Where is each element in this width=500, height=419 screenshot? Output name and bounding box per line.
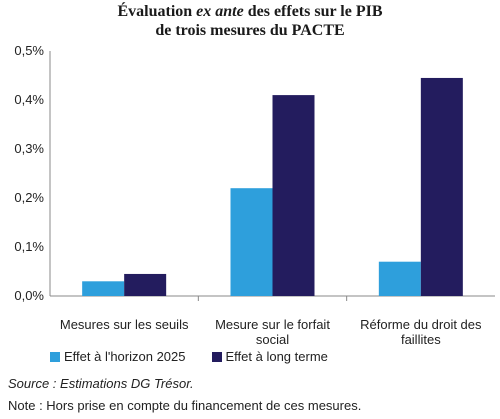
title-part1: Évaluation bbox=[117, 3, 193, 20]
x-category-label: Mesure sur le forfait bbox=[215, 317, 330, 332]
legend-label-short-term: Effet à l'horizon 2025 bbox=[64, 349, 186, 364]
bar-long-term bbox=[124, 273, 167, 296]
bar-chart: 0,0% 0,1% 0,2% 0,3% 0,4% 0,5% Mesures sur les … bbox=[14, 43, 495, 345]
title-italic: ex ante bbox=[196, 3, 244, 20]
legend-swatch-long-term bbox=[211, 351, 222, 362]
y-tick-label: 0,0% bbox=[14, 288, 44, 303]
legend-item-short-term: Effet à l'horizon 2025 bbox=[50, 349, 186, 364]
source-text: Source : Estimations DG Trésor. bbox=[8, 376, 194, 391]
y-tick-label: 0,5% bbox=[14, 43, 44, 58]
y-tick-label: 0,4% bbox=[14, 92, 44, 107]
bar-long-term bbox=[272, 95, 315, 296]
y-tick-label: 0,2% bbox=[14, 190, 44, 205]
legend-item-long-term: Effet à long terme bbox=[211, 349, 328, 364]
x-category-label: social bbox=[256, 332, 289, 345]
chart-title-line2: de trois mesures du PACTE bbox=[155, 22, 345, 39]
x-category-label: Mesures sur les seuils bbox=[60, 317, 189, 332]
x-category-label: Réforme du droit des bbox=[360, 317, 482, 332]
legend-label-long-term: Effet à long terme bbox=[225, 349, 328, 364]
bar-short-term bbox=[230, 188, 273, 296]
y-tick-label: 0,1% bbox=[14, 239, 44, 254]
bar-short-term bbox=[82, 281, 125, 296]
note-text: Note : Hors prise en compte du financeme… bbox=[8, 398, 362, 413]
bar-short-term bbox=[378, 261, 421, 296]
legend-swatch-short-term bbox=[50, 351, 60, 362]
title-part2: des effets sur le PIB bbox=[247, 3, 383, 20]
legend: Effet à l'horizon 2025 Effet à long term… bbox=[50, 349, 328, 364]
chart-title-line1: Évaluation ex ante des effets sur le PIB bbox=[0, 2, 500, 21]
bar-long-term bbox=[420, 77, 463, 296]
y-tick-label: 0,3% bbox=[14, 141, 44, 156]
x-category-label: faillites bbox=[401, 332, 441, 345]
